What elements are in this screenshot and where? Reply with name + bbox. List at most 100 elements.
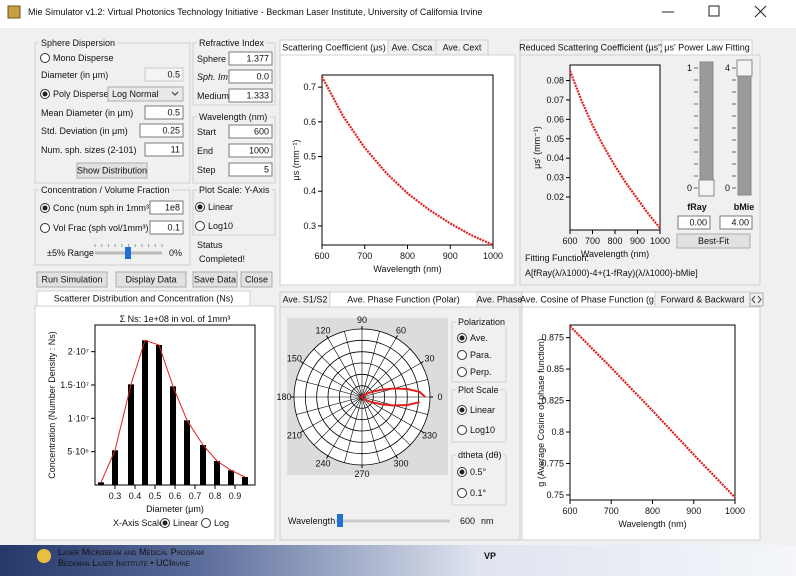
text-input[interactable] [228, 88, 273, 103]
text-input[interactable] [144, 67, 184, 82]
text-input[interactable] [228, 69, 273, 84]
vertical-slider[interactable] [699, 61, 714, 196]
slider-thumb[interactable] [698, 179, 715, 197]
text-input[interactable] [228, 162, 273, 177]
tab-label[interactable]: Scattering Coefficient (μs) [282, 43, 386, 53]
data-line [321, 76, 494, 247]
tab-label[interactable]: Forward & Backward [661, 295, 745, 305]
text-input[interactable] [677, 215, 711, 230]
text-input[interactable] [228, 143, 273, 158]
tab[interactable] [36, 290, 251, 307]
polar-spoke [313, 348, 363, 398]
tab-label[interactable]: Ave. Phase [477, 295, 523, 305]
text-input[interactable] [228, 124, 273, 139]
phase-function-curve [360, 387, 426, 407]
vertical-slider[interactable] [737, 61, 752, 196]
radio-button[interactable] [195, 221, 205, 231]
button[interactable] [76, 162, 148, 179]
button-label[interactable]: Close [245, 275, 268, 285]
x-tick-label: 0.7 [189, 491, 202, 501]
text-input[interactable] [149, 220, 184, 235]
label: Medium [197, 91, 229, 101]
plot-bg [570, 65, 660, 230]
radio-button[interactable] [457, 425, 467, 435]
slider-thumb[interactable] [736, 59, 753, 77]
radio-dot [42, 205, 48, 211]
polar-spoke [296, 396, 363, 415]
text-input[interactable] [149, 200, 184, 215]
tab-label[interactable]: Ave. Phase Function (Polar) [347, 295, 459, 305]
button-label[interactable]: Display Data [125, 275, 176, 285]
close-window-button[interactable] [754, 5, 767, 18]
tab-label[interactable]: Scatterer Distribution and Concentration… [54, 294, 234, 304]
panel [279, 54, 516, 286]
maximize-button[interactable] [708, 5, 720, 17]
tab-label[interactable]: Ave. Cext [443, 43, 482, 53]
y-axis-label: g (Average Cosine of phase function) [536, 338, 546, 486]
button-label[interactable]: Run Simulation [41, 275, 102, 285]
button-label[interactable]: Save Data [194, 275, 236, 285]
polar-spoke [361, 396, 411, 446]
y-tick-label: 0.05 [546, 134, 564, 144]
theta-tick-label: 300 [393, 459, 408, 469]
radio-button[interactable] [457, 350, 467, 360]
radio-dot [42, 91, 48, 97]
footer-band [0, 545, 796, 576]
tab-label[interactable]: Reduced Scattering Coefficient (μs') [519, 43, 663, 53]
button-label[interactable]: Show Distribution [77, 166, 147, 176]
tab-label[interactable]: Ave. S1/S2 [283, 295, 328, 305]
group-legend: Concentration / Volume Fraction [41, 185, 170, 195]
radio-button[interactable] [40, 53, 50, 63]
radio-label: Conc (num sph in 1mm³) [53, 203, 152, 213]
input-value: 1.377 [246, 54, 269, 64]
radio-button[interactable] [201, 518, 211, 528]
slider-thumb[interactable] [125, 247, 131, 259]
theta-tick-label: 120 [315, 325, 330, 335]
tab[interactable] [435, 39, 489, 56]
text-input[interactable] [144, 142, 184, 157]
polar-spoke [327, 396, 363, 457]
bar [214, 461, 220, 485]
input-value: 0.25 [162, 126, 180, 136]
tab-label[interactable]: Ave. Csca [392, 43, 433, 53]
input-value: 1.333 [246, 91, 269, 101]
input-value: 0.00 [689, 218, 707, 228]
theta-tick-label: 150 [287, 354, 302, 364]
button[interactable] [676, 233, 751, 249]
x-tick-label: 1000 [650, 236, 670, 246]
button[interactable] [115, 271, 187, 288]
text-input[interactable] [719, 215, 753, 230]
slider-thumb[interactable] [337, 514, 343, 527]
x-tick-label: 800 [645, 506, 660, 516]
radio-button[interactable] [457, 367, 467, 377]
text-input[interactable] [228, 51, 273, 66]
bar [98, 482, 104, 485]
label: Fitting Function: [525, 253, 589, 263]
legend-bg [456, 385, 501, 395]
radio-button[interactable] [40, 223, 50, 233]
radio-label: Linear [208, 202, 233, 212]
text-input[interactable] [139, 123, 184, 138]
radio-label: Log10 [208, 221, 233, 231]
y-tick-label: 0.85 [546, 364, 564, 374]
bar [170, 386, 176, 485]
label: Wavelength [288, 516, 335, 526]
select[interactable] [107, 86, 184, 102]
button-label[interactable]: Best-Fit [698, 236, 730, 246]
button[interactable] [192, 271, 238, 288]
tab-label[interactable]: Ave. Cosine of Phase Function (g) [520, 295, 657, 305]
tab[interactable] [661, 39, 753, 56]
label: Diameter (in μm) [41, 70, 108, 80]
button[interactable] [36, 271, 108, 288]
text-input[interactable] [144, 105, 184, 120]
radio-button[interactable] [457, 488, 467, 498]
tab-label[interactable]: μs' Power Law Fitting [664, 43, 749, 53]
theta-tick-label: 240 [315, 459, 330, 469]
y-tick-label: 1.5·10⁷ [60, 380, 89, 390]
slider-max: 1 [687, 63, 692, 73]
x-tick-label: 0.9 [229, 491, 242, 501]
tab-scroll[interactable] [749, 292, 764, 307]
theta-tick-label: 180 [276, 392, 291, 402]
legend-bg [197, 185, 272, 195]
button[interactable] [240, 271, 273, 288]
